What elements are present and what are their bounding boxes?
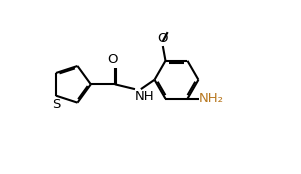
Text: NH: NH <box>135 90 155 104</box>
Text: O: O <box>107 53 118 66</box>
Text: NH₂: NH₂ <box>199 92 224 105</box>
Text: S: S <box>52 98 60 111</box>
Text: O: O <box>157 32 168 45</box>
